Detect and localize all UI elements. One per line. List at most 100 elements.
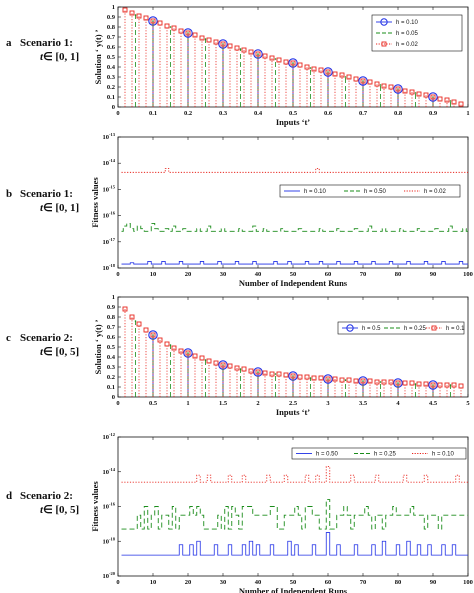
x-tick-label: 40 xyxy=(255,271,262,278)
x-tick-label: 0.8 xyxy=(394,110,403,117)
run-line xyxy=(121,261,468,265)
x-axis-label: Number of Independent Runs xyxy=(239,278,348,288)
x-tick-label: 50 xyxy=(290,271,297,278)
data-point-circle xyxy=(323,374,333,384)
data-point-square xyxy=(213,39,219,45)
data-point-square xyxy=(262,370,268,376)
legend-box xyxy=(279,184,461,198)
data-point-square xyxy=(311,375,317,381)
data-point-circle xyxy=(393,84,403,94)
data-point-circle xyxy=(428,380,438,390)
x-tick-label: 1 xyxy=(186,400,189,407)
data-point-dot xyxy=(134,320,137,322)
y-tick-label: 0.4 xyxy=(107,64,116,71)
data-point-square xyxy=(129,10,135,16)
data-point-dot xyxy=(292,62,294,64)
x-tick-label: 60 xyxy=(325,271,332,278)
data-point-square xyxy=(430,94,436,100)
x-tick-label: 30 xyxy=(220,271,227,278)
data-point-dot xyxy=(309,377,312,379)
data-point-square xyxy=(290,373,296,379)
data-point-dot xyxy=(274,373,277,375)
data-point-square xyxy=(353,76,359,82)
y-axis-label: Fitness values xyxy=(90,177,100,228)
data-point-square xyxy=(227,43,233,49)
legend-label: h = 0.05 xyxy=(396,31,419,37)
data-point-square xyxy=(437,382,443,388)
legend-marker-square xyxy=(381,41,387,47)
x-tick-label: 100 xyxy=(463,579,473,586)
series-blue xyxy=(121,532,468,556)
x-tick-label: 2.5 xyxy=(289,400,298,407)
data-point-dot xyxy=(239,48,242,50)
data-point-dot xyxy=(257,371,259,373)
series-red xyxy=(122,7,464,107)
x-tick-label: 1.5 xyxy=(219,400,228,407)
x-tick-label: 4.5 xyxy=(429,400,438,407)
data-point-square xyxy=(129,314,135,320)
data-point-dot xyxy=(379,381,382,383)
y-tick-label: 10-15 xyxy=(103,184,116,193)
y-tick-label: 0.5 xyxy=(107,344,116,351)
panel-letter: a xyxy=(6,37,12,49)
legend-marker-circle xyxy=(346,324,354,332)
legend-label: h = 0.02 xyxy=(424,189,447,195)
data-point-square xyxy=(304,64,310,70)
data-point-dot xyxy=(274,58,277,60)
x-tick-label: 60 xyxy=(325,579,332,586)
data-point-dot xyxy=(309,67,312,69)
legend: h = 0.10 h = 0.50 h = 0.02 xyxy=(279,184,461,198)
scenario-label: Scenario 1: xyxy=(20,188,73,200)
data-point-square xyxy=(220,362,226,368)
x-tick-label: 80 xyxy=(395,579,402,586)
legend: h = 0.10 h = 0.05 h = 0.02 xyxy=(371,14,463,52)
legend-label: h = 0.5 xyxy=(362,326,381,332)
x-tick-label: 70 xyxy=(360,579,367,586)
data-point-dot xyxy=(204,38,207,40)
x-tick-label: 30 xyxy=(220,579,227,586)
y-tick-label: 10-12 xyxy=(103,432,116,441)
scenario-label: Scenario 2: xyxy=(20,332,73,344)
x-tick-label: 0 xyxy=(116,110,119,117)
data-point-square xyxy=(304,374,310,380)
data-point-dot xyxy=(414,383,417,385)
run-line xyxy=(121,223,468,232)
data-point-dot xyxy=(169,26,172,28)
y-tick-label: 0.2 xyxy=(107,374,115,381)
y-tick-label: 0.7 xyxy=(107,324,116,331)
x-tick-label: 20 xyxy=(185,579,192,586)
run-line xyxy=(121,466,468,483)
y-tick-label: 0.9 xyxy=(107,14,116,21)
x-tick-label: 90 xyxy=(430,271,437,278)
x-tick-label: 0.2 xyxy=(184,110,192,117)
legend-marker-square xyxy=(431,325,437,331)
series-red xyxy=(122,306,464,397)
y-tick-label: 10-16 xyxy=(103,211,116,220)
y-tick-label: 1 xyxy=(112,294,115,301)
legend-label: h = 0.1 xyxy=(446,326,465,332)
data-point-square xyxy=(290,60,296,66)
data-point-dot xyxy=(169,344,172,346)
x-axis-label: Number of Independent Runs xyxy=(239,586,348,593)
data-point-square xyxy=(234,45,240,51)
y-tick-label: 10-18 xyxy=(103,536,116,545)
data-point-square xyxy=(283,372,289,378)
data-point-square xyxy=(171,25,177,31)
data-point-square xyxy=(248,368,254,374)
data-point-dot xyxy=(204,359,207,361)
data-point-square xyxy=(430,382,436,388)
scenario-label: Scenario 2: xyxy=(20,490,73,502)
data-point-square xyxy=(206,37,212,43)
data-point-square xyxy=(283,59,289,65)
y-tick-label: 10-14 xyxy=(103,158,116,167)
data-point-dot xyxy=(344,379,347,381)
y-tick-label: 0.3 xyxy=(107,74,116,81)
y-tick-label: 0.6 xyxy=(107,334,116,341)
data-point-circle xyxy=(183,28,193,38)
data-point-square xyxy=(325,69,331,75)
data-point-square xyxy=(269,55,275,61)
data-point-square xyxy=(199,355,205,361)
panel-a: a Scenario 1: t∈ [0, 1] 0 0.1 0.2 0.3 0.4 0.5 0.6… xyxy=(6,4,470,127)
data-point-square xyxy=(143,15,149,21)
